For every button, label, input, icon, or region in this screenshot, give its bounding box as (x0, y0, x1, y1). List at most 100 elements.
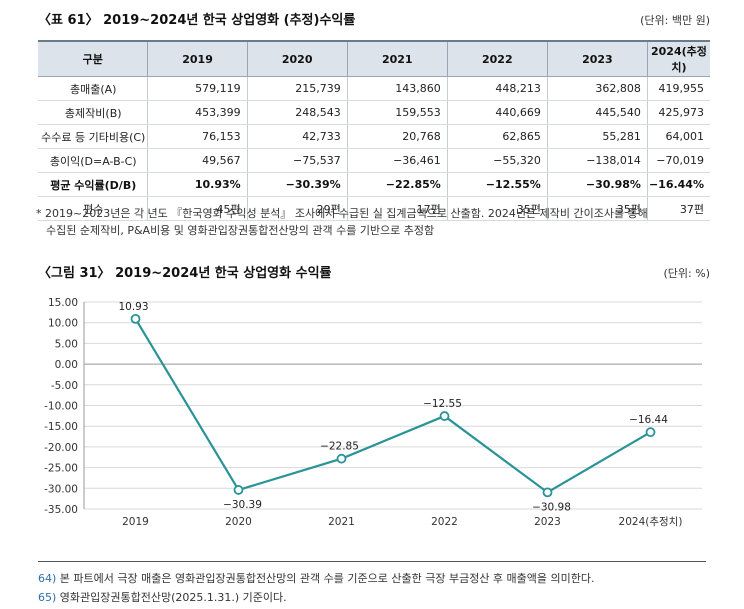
header-2024: 2024(추정치) (646, 41, 710, 77)
chart-series (130, 313, 656, 498)
table-cell: −16.44% (646, 172, 710, 197)
table-row: 수수료 등 기타비용(C) 76,153 42,733 20,768 62,86… (38, 124, 710, 149)
table-note: * 2019~2023년은 각 년도 『한국영화 수익성 분석』 조사에서 수급… (36, 205, 716, 239)
header-category: 구분 (38, 41, 148, 77)
table-cell: 143,860 (346, 76, 448, 101)
data-label: −30.39 (223, 499, 262, 511)
table-cell: −75,537 (246, 148, 348, 173)
data-point (336, 453, 347, 464)
table-cell: 362,808 (546, 76, 648, 101)
table-unit: (단위: 백만 원) (640, 14, 710, 27)
footnote-divider (38, 561, 706, 562)
table-cell: 62,865 (446, 124, 548, 149)
table-cell: 10.93% (147, 172, 248, 197)
note-line-1: * 2019~2023년은 각 년도 『한국영화 수익성 분석』 조사에서 수급… (36, 207, 648, 220)
table-cell: −138,014 (546, 148, 648, 173)
data-label: 10.93 (118, 301, 148, 313)
y-tick-label: 5.00 (55, 338, 78, 350)
row-label: 총제작비(B) (38, 100, 148, 125)
figure-unit: (단위: %) (663, 267, 710, 280)
table-cell: 17편 (346, 196, 448, 221)
y-tick-label: 15.00 (48, 297, 78, 309)
table-cell: 440,669 (446, 100, 548, 125)
row-label: 수수료 등 기타비용(C) (38, 124, 148, 149)
header-2022: 2022 (446, 41, 548, 77)
table-row: 총제작비(B) 453,399 248,543 159,553 440,669 … (38, 100, 710, 125)
data-labels: 10.93 −30.39 −22.85 −12.55 −30.98 −16.44 (118, 301, 668, 514)
y-tick-label: -25.00 (44, 463, 78, 475)
table-row: 평균 수익률(D/B) 10.93% −30.39% −22.85% −12.5… (38, 172, 710, 197)
chart-grid (84, 301, 702, 510)
table-cell: 453,399 (147, 100, 248, 125)
y-tick-label: -5.00 (51, 380, 78, 392)
header-2023: 2023 (546, 41, 648, 77)
header-2021: 2021 (346, 41, 448, 77)
table-cell: 215,739 (246, 76, 348, 101)
row-label: 총이익(D=A-B-C) (38, 148, 148, 173)
table-header-row: 구분 2019 2020 2021 2022 2023 2024(추정치) (38, 41, 710, 77)
data-label: −22.85 (320, 441, 359, 453)
data-point (439, 411, 450, 421)
table-cell: 248,543 (246, 100, 348, 125)
footnote-number: 65) (38, 591, 57, 604)
table-cell: −30.39% (246, 172, 348, 197)
table-cell: 445,540 (546, 100, 648, 125)
table-cell: 29편 (246, 196, 348, 221)
series-line (134, 318, 652, 494)
data-label: −16.44 (629, 414, 668, 426)
header-2019: 2019 (147, 41, 248, 77)
table-cell: −12.55% (446, 172, 548, 197)
row-label: 편수 (38, 196, 148, 221)
table-row: 총매출(A) 579,119 215,739 143,860 448,213 3… (38, 76, 710, 101)
table-cell: 425,973 (646, 100, 710, 125)
table-cell: 448,213 (446, 76, 548, 101)
table-cell: −55,320 (446, 148, 548, 173)
table-title: 〈표 61〉 2019~2024년 한국 상업영화 (추정)수익률 (38, 13, 356, 28)
data-point (645, 427, 656, 438)
y-tick-label: -30.00 (44, 483, 78, 495)
y-tick-label: -10.00 (44, 401, 78, 413)
figure-title: 〈그림 31〉 2019~2024년 한국 상업영화 수익률 (38, 266, 332, 281)
table-cell: 35편 (446, 196, 548, 221)
x-tick-label: 2022 (431, 516, 458, 528)
table-cell: 20,768 (346, 124, 448, 149)
header-2020: 2020 (246, 41, 348, 77)
x-axis: 2019 2020 2021 2022 2023 2024(추정치) (122, 516, 682, 528)
table-cell: 76,153 (147, 124, 248, 149)
y-tick-label: 0.00 (55, 359, 78, 371)
y-tick-label: -35.00 (44, 504, 78, 516)
table-cell: 159,553 (346, 100, 448, 125)
data-point (233, 485, 244, 495)
table-cell: −36,461 (346, 148, 448, 173)
data-point (130, 313, 141, 324)
footnote-number: 64) (38, 572, 57, 585)
table-cell: 55,281 (546, 124, 648, 149)
table-row: 편수 45편 29편 17편 35편 35편 37편 (38, 196, 710, 221)
footnote-64: 64) 본 파트에서 극장 매출은 영화관입장권통합전산망의 관객 수를 기준으… (38, 570, 595, 586)
data-point (542, 487, 553, 498)
footnote-text: 영화관입장권통합전산망(2025.1.31.) 기준이다. (59, 591, 287, 604)
table-cell: −30.98% (546, 172, 648, 197)
table-cell: 37편 (646, 196, 710, 221)
table-cell: 419,955 (646, 76, 710, 101)
data-label: −30.98 (532, 501, 571, 513)
table-row: 총이익(D=A-B-C) 49,567 −75,537 −36,461 −55,… (38, 148, 710, 173)
y-axis: 15.00 10.00 5.00 0.00 -5.00 -10.00 -15.00 -20.0… (44, 297, 85, 516)
y-tick-label: -20.00 (44, 442, 78, 454)
table-cell: 64,001 (646, 124, 710, 149)
revenue-table: 구분 2019 2020 2021 2022 2023 2024(추정치) 총매… (38, 40, 710, 221)
y-tick-label: 10.00 (48, 318, 78, 330)
footnote-text: 본 파트에서 극장 매출은 영화관입장권통합전산망의 관객 수를 기준으로 산출… (59, 572, 595, 585)
row-label: 평균 수익률(D/B) (38, 172, 148, 197)
x-tick-label: 2019 (122, 516, 149, 528)
table-cell: −22.85% (346, 172, 448, 197)
table-cell: 42,733 (246, 124, 348, 149)
note-line-2: 수집된 순제작비, P&A비용 및 영화관입장권통합전산망의 관객 수를 기반으… (46, 224, 435, 237)
x-tick-label: 2024(추정치) (619, 516, 683, 528)
data-label: −12.55 (423, 398, 462, 410)
y-tick-label: -15.00 (44, 421, 78, 433)
x-tick-label: 2021 (328, 516, 355, 528)
table-cell: 35편 (546, 196, 648, 221)
table-cell: 45편 (147, 196, 248, 221)
